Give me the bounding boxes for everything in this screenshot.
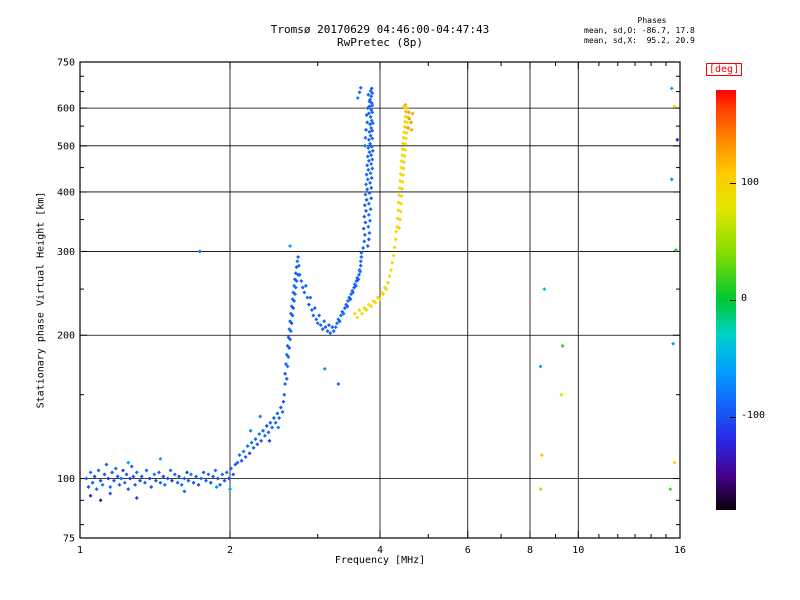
svg-text:100: 100	[57, 474, 75, 485]
svg-text:10: 10	[572, 545, 584, 556]
svg-text:6: 6	[465, 545, 471, 556]
colorbar-tickmark	[730, 417, 736, 418]
plot-title: Tromsø 20170629 04:46:00-04:47:43	[270, 23, 490, 36]
colorbar-tickmark	[730, 183, 736, 184]
svg-text:8: 8	[527, 545, 533, 556]
svg-text:75: 75	[63, 534, 75, 545]
svg-text:1: 1	[77, 545, 83, 556]
svg-text:16: 16	[674, 545, 686, 556]
svg-text:2: 2	[227, 545, 233, 556]
svg-text:600: 600	[57, 104, 75, 115]
phase-stats-o-mode: mean, sd,O: -86.7, 17.8	[584, 26, 695, 35]
scatter-points	[84, 85, 680, 503]
colorbar-unit-label: [deg]	[706, 63, 743, 76]
phase-stats-heading: Phases	[637, 16, 667, 25]
plot-subtitle: RwPretec (8p)	[336, 36, 424, 49]
phase-stats-block: Phases mean, sd,O: -86.7, 17.8 mean, sd,…	[584, 16, 720, 46]
colorbar-tick-plus100: 100	[741, 177, 760, 188]
colorbar-tick-zero: 0	[741, 293, 748, 304]
y-axis-label: Stationary phase Virtual Height [km]	[35, 191, 47, 409]
svg-text:500: 500	[57, 141, 75, 152]
grid-lines	[80, 62, 680, 538]
x-axis-label: Frequency [MHz]	[334, 555, 426, 566]
svg-text:200: 200	[57, 331, 75, 342]
colorbar-tickmark	[730, 300, 736, 301]
svg-text:400: 400	[57, 187, 75, 198]
axis-ticks	[79, 61, 681, 539]
colorbar	[716, 90, 736, 510]
colorbar-tick-minus100: -100	[741, 410, 766, 421]
svg-text:750: 750	[57, 58, 75, 69]
tick-labels: 1 2 4 6 8 10 16 75 100 200 300 400 500 600 750	[57, 58, 686, 557]
phase-stats-x-mode: mean, sd,X: 95.2, 20.9	[584, 36, 695, 45]
svg-text:4: 4	[377, 545, 383, 556]
svg-text:300: 300	[57, 247, 75, 258]
